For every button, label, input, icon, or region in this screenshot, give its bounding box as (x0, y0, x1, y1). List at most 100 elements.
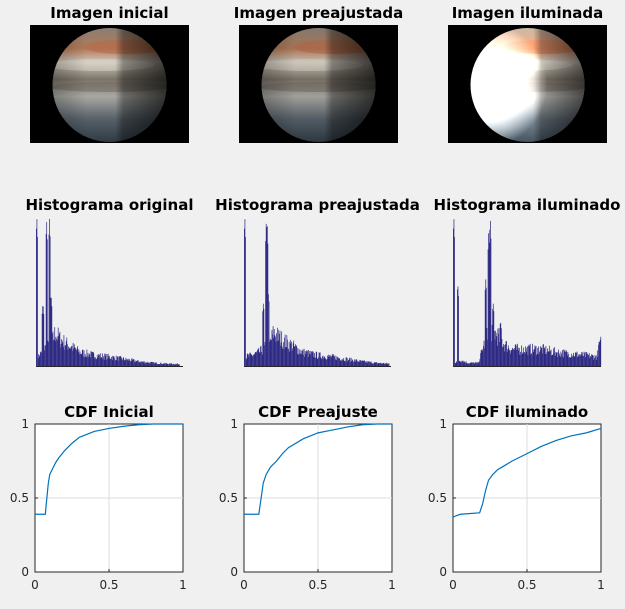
hist-bar (250, 353, 252, 366)
hist-bar (153, 362, 154, 366)
hist-bar (376, 362, 377, 366)
hist-bar (513, 348, 514, 366)
hist-bar (510, 350, 512, 366)
hist-bar (350, 361, 351, 366)
hist-bar (383, 362, 385, 366)
hist-bar (265, 241, 266, 366)
hist-bar (599, 341, 600, 366)
hist-bar (104, 355, 106, 366)
hist-bar (77, 352, 79, 366)
hist-bar (153, 364, 155, 366)
hist-bar (336, 356, 338, 366)
hist-bar (119, 356, 121, 366)
hist-bar (529, 344, 531, 366)
hist-bar (332, 355, 334, 366)
hist-bar (511, 349, 513, 366)
hist-bar (299, 353, 300, 366)
hist-bar (380, 362, 381, 366)
hist-bar (553, 353, 555, 366)
hist-bar (363, 360, 365, 366)
hist-bar (484, 289, 486, 366)
hist-bar (309, 351, 311, 366)
y-tick-label: 1 (230, 417, 238, 431)
hist-bar (559, 356, 561, 366)
hist-bar (457, 286, 459, 366)
hist-bar (324, 358, 326, 366)
hist-bar (274, 335, 276, 366)
hist-bar (245, 359, 247, 366)
hist-bar (372, 363, 373, 366)
hist-bar (164, 363, 165, 366)
hist-bar (73, 348, 75, 366)
hist-bar (357, 361, 358, 366)
image-panel-2: Imagen preajustada (234, 4, 403, 143)
hist-bar (490, 238, 492, 366)
hist-bar (268, 294, 269, 366)
hist-bar (476, 362, 477, 366)
hist-bar (89, 357, 91, 366)
hist-bar (92, 351, 93, 366)
hist-bar (312, 351, 314, 366)
hist-bar (572, 355, 574, 366)
hist-bar (469, 363, 470, 366)
hist-bar (493, 311, 495, 366)
hist-bar (63, 335, 65, 366)
hist-bar (588, 353, 590, 366)
hist-bar (463, 361, 465, 366)
hist-bar (46, 222, 48, 366)
hist-bar (138, 361, 139, 366)
hist-bar (154, 362, 156, 366)
hist-bar (296, 345, 297, 366)
hist-bar (581, 352, 583, 366)
hist-bar (368, 361, 370, 366)
hist-bar (172, 364, 173, 366)
hist-bar (593, 359, 595, 366)
hist-bar (172, 364, 174, 366)
hist-bar (584, 353, 585, 366)
hist-bar (68, 348, 70, 366)
hist-bar (112, 356, 114, 366)
hist-bar (43, 313, 45, 366)
hist-bar (571, 357, 573, 366)
hist-bar (245, 236, 246, 366)
hist-bar (460, 361, 462, 366)
hist-bar (149, 363, 151, 366)
hist-bar (288, 349, 289, 366)
hist-bar (161, 363, 162, 366)
hist-bar (500, 322, 502, 366)
hist-bar (64, 349, 65, 366)
hist-bar (560, 351, 562, 366)
hist-bar (459, 360, 461, 366)
hist-bar (479, 361, 480, 366)
hist-bar (524, 353, 526, 366)
hist-bar (544, 347, 546, 366)
hist-bar (97, 357, 99, 366)
hist-bar (373, 362, 375, 366)
hist-bar (499, 342, 500, 366)
hist-bar (595, 356, 596, 366)
hist-bar (531, 354, 533, 366)
hist-bar (125, 359, 126, 366)
hist-bar (156, 364, 158, 366)
hist-bar (178, 364, 180, 366)
hist-bar (587, 355, 589, 366)
hist-bar (316, 358, 318, 366)
hist-bar (318, 352, 320, 366)
hist-bar (484, 348, 485, 366)
hist-bar (252, 355, 254, 366)
hist-bar (536, 355, 537, 366)
hist-bar (531, 353, 532, 366)
hist-bar (462, 362, 464, 366)
hist-bar (170, 363, 172, 366)
hist-bar (300, 353, 301, 366)
hist-bar (347, 358, 349, 366)
hist-bar (48, 234, 50, 366)
hist-bar (581, 352, 583, 366)
hist-bar (471, 362, 473, 366)
hist-bar (565, 351, 567, 366)
hist-bar (103, 356, 104, 366)
hist-bar (373, 363, 374, 366)
hist-bar (329, 356, 331, 366)
hist-bar (544, 353, 546, 366)
hist-bar (166, 363, 168, 366)
